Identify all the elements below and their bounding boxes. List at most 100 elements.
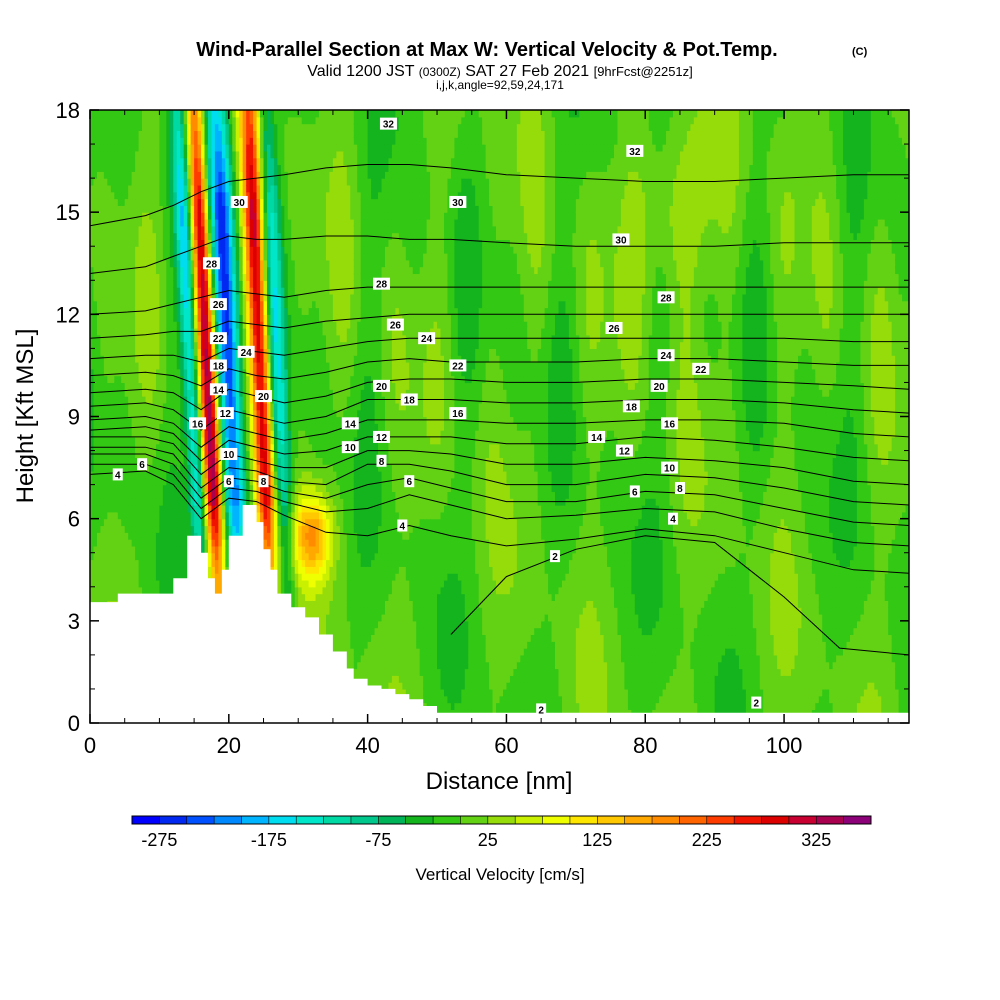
velocity-cell (232, 362, 237, 370)
velocity-cell (169, 314, 174, 322)
velocity-cell (121, 430, 126, 438)
velocity-cell (232, 273, 237, 281)
velocity-cell (162, 123, 167, 132)
velocity-cell (93, 511, 98, 520)
velocity-cell (194, 225, 199, 234)
velocity-cell (211, 280, 216, 288)
velocity-cell (93, 171, 98, 179)
velocity-cell (90, 430, 95, 438)
velocity-cell (176, 178, 181, 186)
velocity-cell (235, 150, 240, 159)
velocity-cell (114, 559, 119, 567)
velocity-cell (180, 205, 185, 213)
velocity-cell (114, 491, 119, 499)
velocity-cell (166, 368, 171, 377)
velocity-cell (96, 539, 102, 547)
velocity-cell (142, 505, 147, 513)
velocity-cell (142, 232, 147, 241)
velocity-cell (107, 273, 112, 281)
velocity-cell (155, 409, 161, 418)
velocity-cell (187, 171, 192, 179)
velocity-cell (142, 239, 147, 247)
velocity-cell (228, 334, 233, 343)
velocity-cell (138, 157, 143, 166)
velocity-cell (176, 573, 181, 581)
velocity-cell (239, 396, 244, 404)
velocity-cell (239, 218, 244, 227)
velocity-cell (249, 457, 254, 465)
chart-title: Wind-Parallel Section at Max W: Vertical… (196, 39, 777, 61)
velocity-cell (100, 116, 105, 125)
velocity-cell (263, 164, 268, 172)
velocity-cell (201, 450, 206, 458)
velocity-cell (114, 232, 119, 241)
velocity-cell (90, 150, 95, 159)
velocity-cell (107, 137, 112, 145)
velocity-cell (173, 307, 178, 315)
velocity-cell (176, 137, 181, 145)
velocity-cell (211, 402, 216, 411)
velocity-cell (142, 525, 147, 533)
velocity-cell (263, 212, 268, 220)
velocity-cell (260, 430, 265, 438)
velocity-cell (110, 212, 115, 220)
velocity-cell (121, 130, 126, 138)
velocity-cell (194, 491, 199, 499)
velocity-cell (124, 348, 129, 356)
velocity-cell (103, 184, 108, 193)
velocity-cell (273, 293, 278, 302)
velocity-cell (242, 362, 247, 370)
velocity-cell (128, 552, 133, 561)
velocity-cell (173, 266, 178, 275)
velocity-cell (149, 552, 154, 561)
velocity-cell (100, 545, 105, 554)
velocity-cell (221, 396, 226, 404)
velocity-cell (218, 566, 223, 574)
velocity-cell (225, 212, 230, 220)
velocity-cell (135, 327, 140, 336)
velocity-cell (273, 491, 278, 499)
velocity-cell (218, 287, 223, 295)
velocity-cell (197, 375, 202, 384)
velocity-cell (135, 409, 140, 418)
velocity-cell (277, 287, 282, 295)
velocity-cell (187, 375, 192, 384)
velocity-cell (155, 110, 161, 118)
velocity-cell (169, 137, 174, 145)
velocity-cell (90, 157, 95, 166)
velocity-cell (235, 375, 240, 384)
velocity-cell (135, 532, 140, 540)
velocity-cell (239, 191, 244, 200)
velocity-cell (246, 246, 251, 254)
velocity-cell (117, 348, 122, 356)
velocity-cell (107, 348, 112, 356)
velocity-cell (204, 157, 209, 166)
velocity-cell (232, 164, 237, 172)
velocity-cell (103, 232, 108, 241)
velocity-cell (90, 314, 95, 322)
velocity-cell (145, 205, 150, 213)
velocity-cell (225, 518, 230, 527)
velocity-cell (96, 280, 102, 288)
velocity-cell (232, 396, 237, 404)
velocity-cell (256, 511, 261, 520)
velocity-cell (239, 436, 244, 445)
velocity-cell (124, 559, 129, 567)
velocity-cell (242, 157, 247, 166)
velocity-cell (138, 205, 143, 213)
velocity-cell (207, 198, 213, 206)
velocity-cell (152, 198, 157, 206)
velocity-cell (228, 259, 233, 268)
velocity-cell (239, 130, 244, 138)
velocity-cell (155, 164, 161, 172)
velocity-cell (183, 539, 188, 547)
velocity-cell (169, 218, 174, 227)
velocity-cell (260, 457, 265, 465)
velocity-cell (124, 178, 129, 186)
velocity-cell (228, 341, 233, 349)
velocity-cell (183, 436, 188, 445)
velocity-cell (159, 470, 164, 479)
velocity-cell (96, 396, 102, 404)
velocity-cell (180, 511, 185, 520)
velocity-cell (142, 416, 147, 424)
